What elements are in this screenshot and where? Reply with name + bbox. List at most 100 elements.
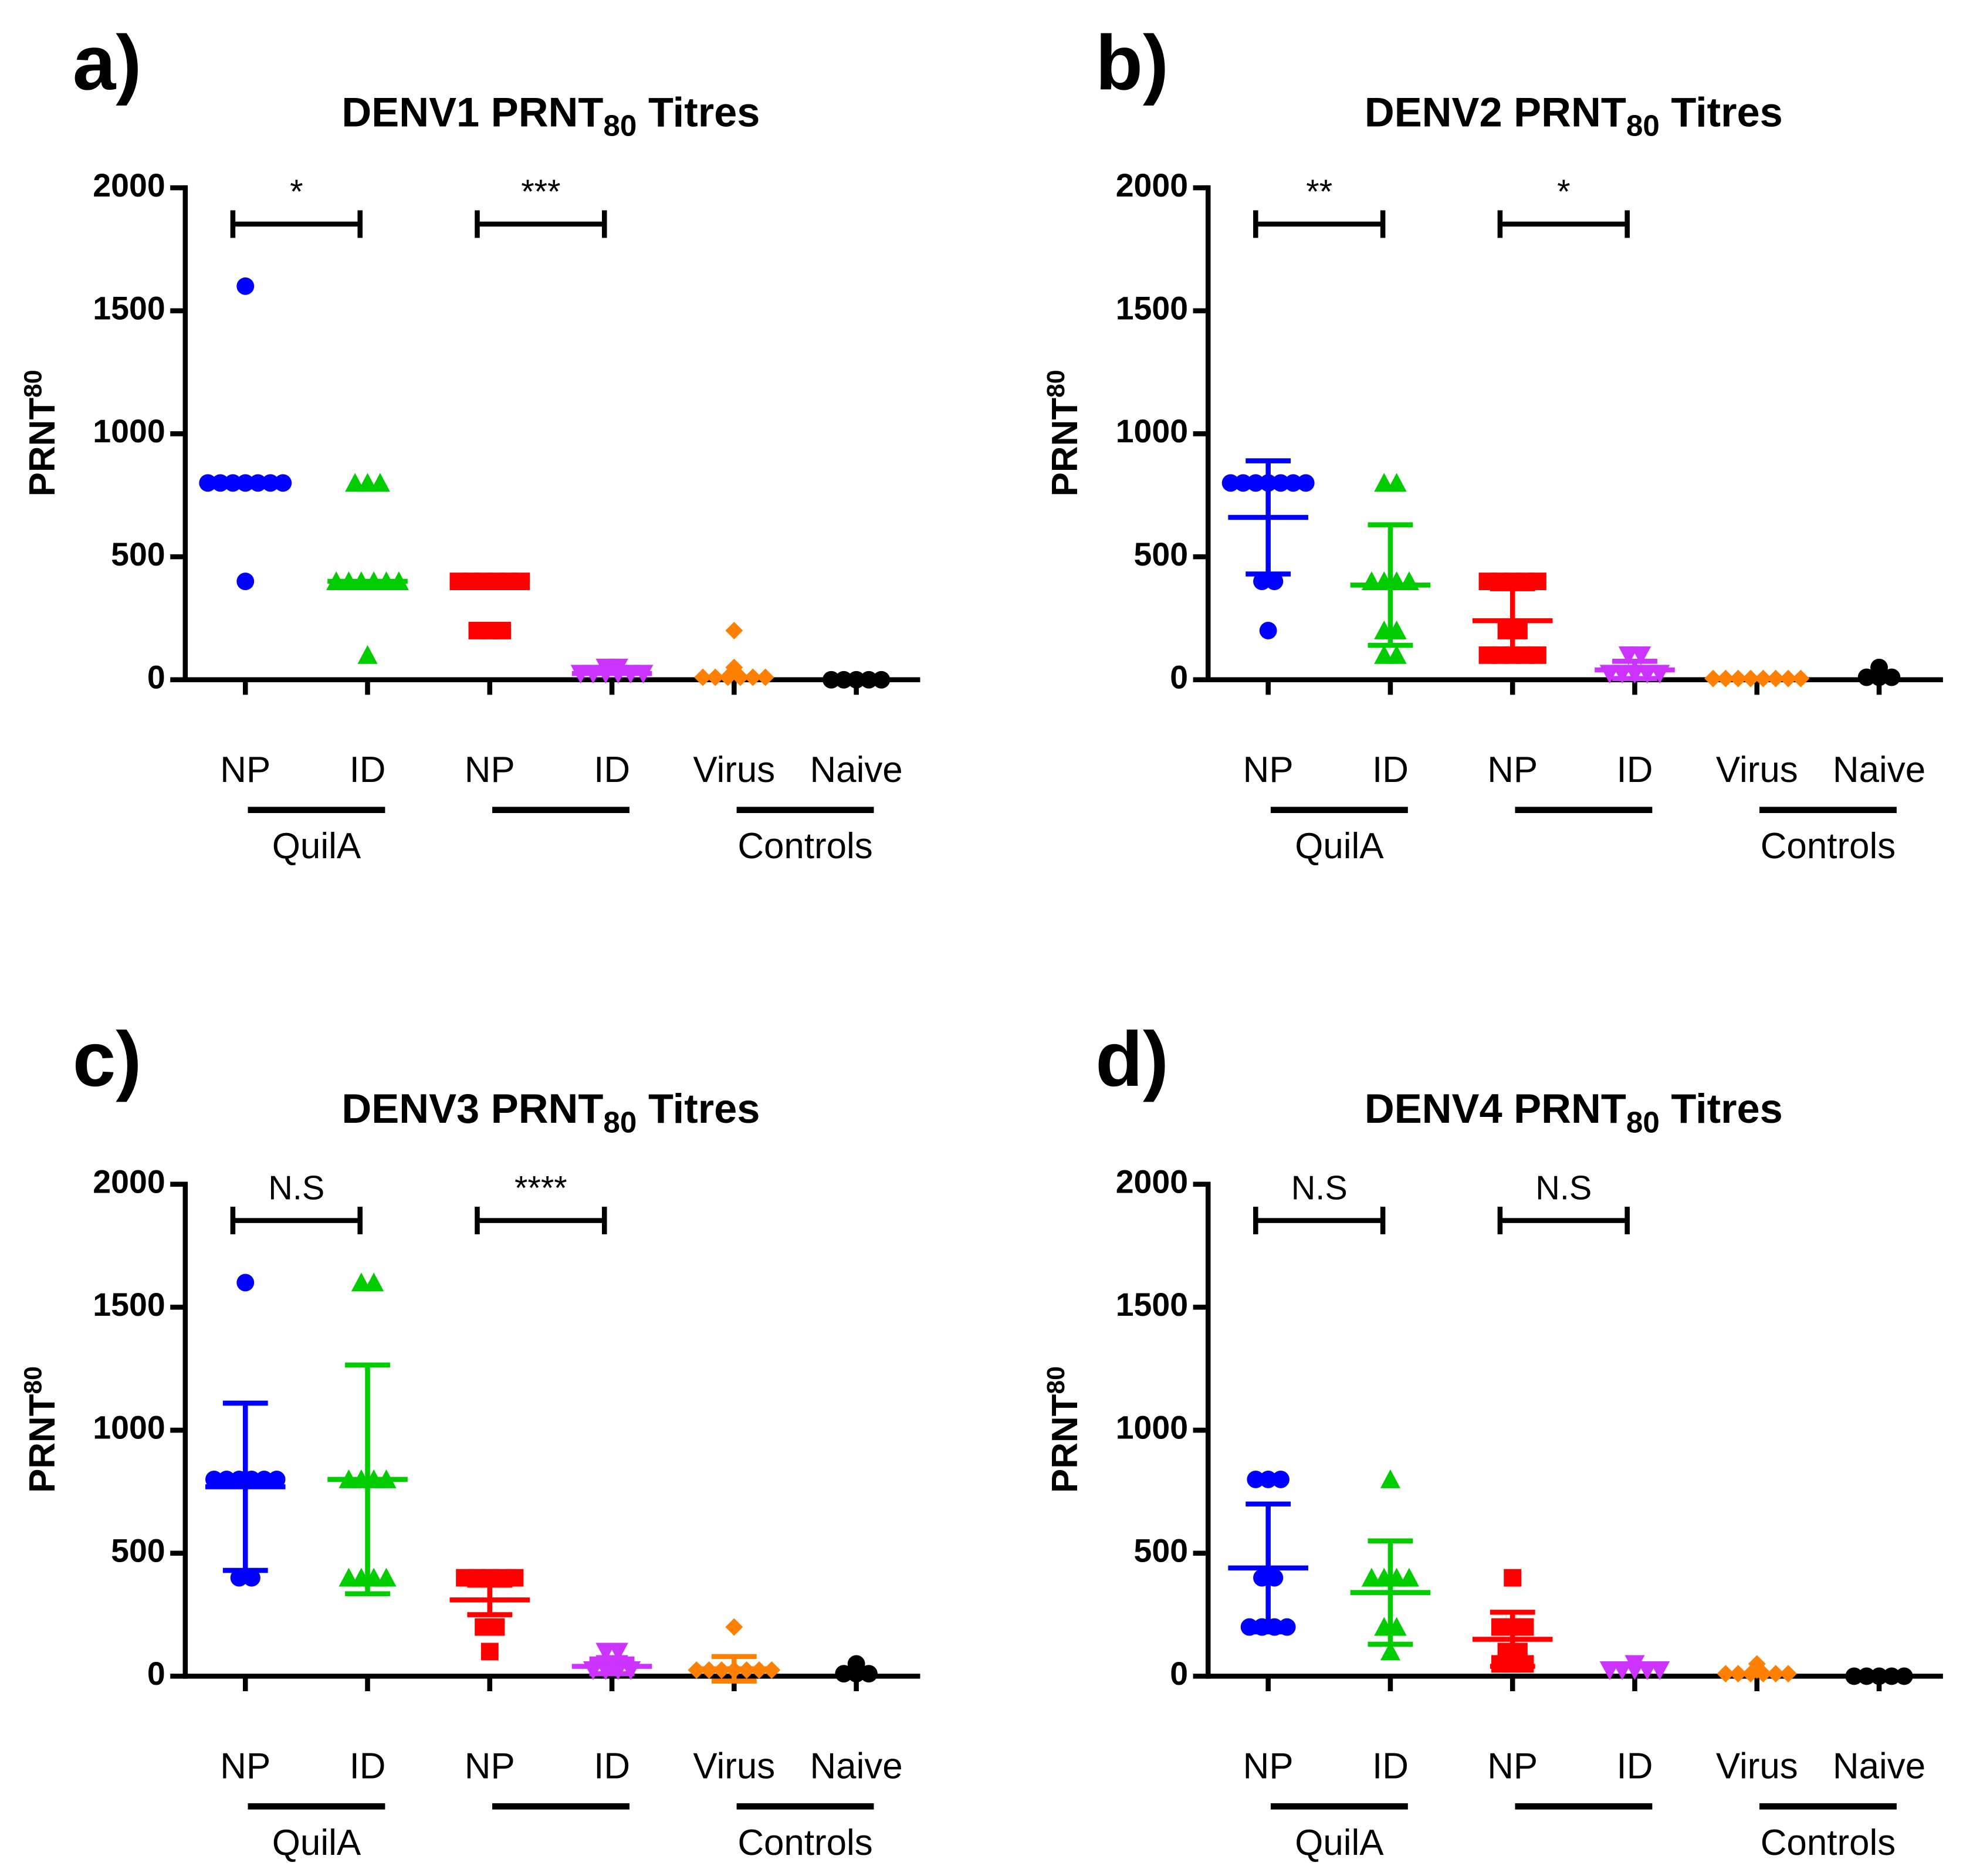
data-point	[860, 671, 878, 689]
data-point	[1386, 473, 1407, 492]
data-point	[1528, 573, 1546, 590]
y-tick-label: 2000	[93, 1163, 165, 1200]
data-point	[872, 671, 891, 689]
data-point	[1221, 474, 1240, 492]
data-point	[1779, 669, 1798, 688]
data-point	[1717, 669, 1735, 688]
data-point	[218, 1470, 236, 1488]
y-tick-label: 1000	[1116, 413, 1188, 449]
data-point	[480, 1643, 499, 1661]
data-point	[1742, 669, 1760, 688]
data-point	[1380, 1641, 1401, 1661]
data-point	[1704, 669, 1722, 688]
title-part: Titres	[1660, 1085, 1783, 1132]
data-point	[835, 671, 853, 689]
data-point	[1253, 573, 1271, 590]
data-point	[1766, 1665, 1785, 1683]
data-point	[1259, 1470, 1277, 1488]
data-point	[1272, 1470, 1290, 1488]
y-label-subscript: 80	[1042, 1366, 1070, 1394]
data-point	[847, 1665, 865, 1683]
y-tick-label: 0	[147, 659, 165, 695]
data-point	[860, 1665, 878, 1683]
y-tick-label: 500	[111, 536, 165, 573]
x-tick-label: ID	[1372, 750, 1409, 790]
x-tick-label: NP	[1243, 1746, 1294, 1787]
chart-title: DENV1 PRNT80 Titres	[341, 89, 760, 142]
data-point	[357, 645, 378, 664]
significance-label: *	[1557, 173, 1570, 211]
data-point	[1272, 474, 1290, 492]
data-point	[822, 671, 840, 689]
data-point	[1386, 645, 1407, 664]
y-tick-label: 1000	[93, 413, 165, 449]
x-tick-label: Virus	[693, 750, 775, 790]
x-tick-label: NP	[1487, 1746, 1538, 1787]
x-tick-label: Virus	[1716, 1746, 1798, 1787]
x-tick-label: Naive	[1833, 750, 1925, 790]
title-part: DENV2 PRNT	[1365, 89, 1626, 135]
group-label: QuilA	[272, 1823, 361, 1863]
panel-label: d)	[1095, 1016, 1169, 1103]
x-tick-label: ID	[350, 1746, 386, 1787]
y-label-subscript: 80	[19, 370, 48, 397]
x-tick-label: NP	[220, 1746, 270, 1787]
data-point	[255, 1470, 273, 1488]
data-point	[1729, 1665, 1747, 1683]
y-axis-label: PRNT80	[1042, 370, 1085, 496]
chart-title: DENV4 PRNT80 Titres	[1365, 1085, 1783, 1139]
title-part: DENV3 PRNT	[341, 1085, 603, 1132]
group-label: QuilA	[1295, 826, 1384, 866]
data-point	[205, 1470, 223, 1488]
data-point	[1883, 1667, 1901, 1685]
title-subscript: 80	[1626, 109, 1660, 142]
y-tick-label: 0	[147, 1655, 165, 1692]
significance-label: ***	[521, 173, 560, 211]
y-tick-label: 500	[111, 1532, 165, 1569]
data-point	[1399, 1567, 1420, 1587]
data-point	[1717, 1665, 1735, 1683]
y-tick-label: 500	[1134, 536, 1189, 573]
x-tick-label: ID	[1617, 750, 1653, 790]
y-tick-label: 0	[1170, 1655, 1188, 1692]
data-point	[370, 473, 390, 492]
data-point	[1259, 621, 1277, 639]
y-axis-label: PRNT80	[1042, 1366, 1085, 1493]
data-point	[744, 668, 762, 686]
significance-label: ****	[515, 1170, 567, 1207]
title-part: Titres	[637, 1085, 760, 1132]
y-label-part: PRNT	[22, 1394, 63, 1493]
data-point	[268, 1470, 286, 1488]
group-label: Controls	[1761, 1823, 1896, 1863]
data-point	[345, 473, 365, 492]
significance-label: N.S	[1535, 1170, 1592, 1207]
title-part: DENV4 PRNT	[1365, 1085, 1626, 1132]
data-point	[595, 1643, 616, 1662]
y-label-part: PRNT	[1045, 1394, 1086, 1493]
x-tick-label: ID	[1372, 1746, 1409, 1787]
y-tick-label: 2000	[93, 167, 165, 204]
title-part: DENV1 PRNT	[341, 89, 603, 135]
x-tick-label: Naive	[810, 1746, 903, 1787]
data-point	[242, 1569, 260, 1587]
significance-label: N.S	[268, 1170, 324, 1207]
data-point	[493, 621, 512, 639]
data-point	[732, 668, 749, 686]
y-tick-label: 2000	[1116, 1163, 1188, 1200]
data-point	[236, 573, 255, 590]
data-point	[756, 668, 774, 686]
data-point	[230, 1569, 248, 1587]
data-point	[1374, 473, 1395, 492]
y-label-subscript: 80	[1042, 370, 1070, 397]
data-point	[1650, 1661, 1670, 1680]
significance-label: N.S	[1291, 1170, 1348, 1207]
x-tick-label: ID	[350, 750, 386, 790]
data-point	[1284, 474, 1302, 492]
y-tick-label: 1500	[93, 1286, 165, 1323]
significance-label: *	[290, 173, 303, 211]
y-tick-label: 1000	[93, 1410, 165, 1446]
group-label: QuilA	[272, 826, 361, 866]
y-label-part: PRNT	[22, 398, 63, 497]
y-label-subscript: 80	[19, 1366, 48, 1394]
